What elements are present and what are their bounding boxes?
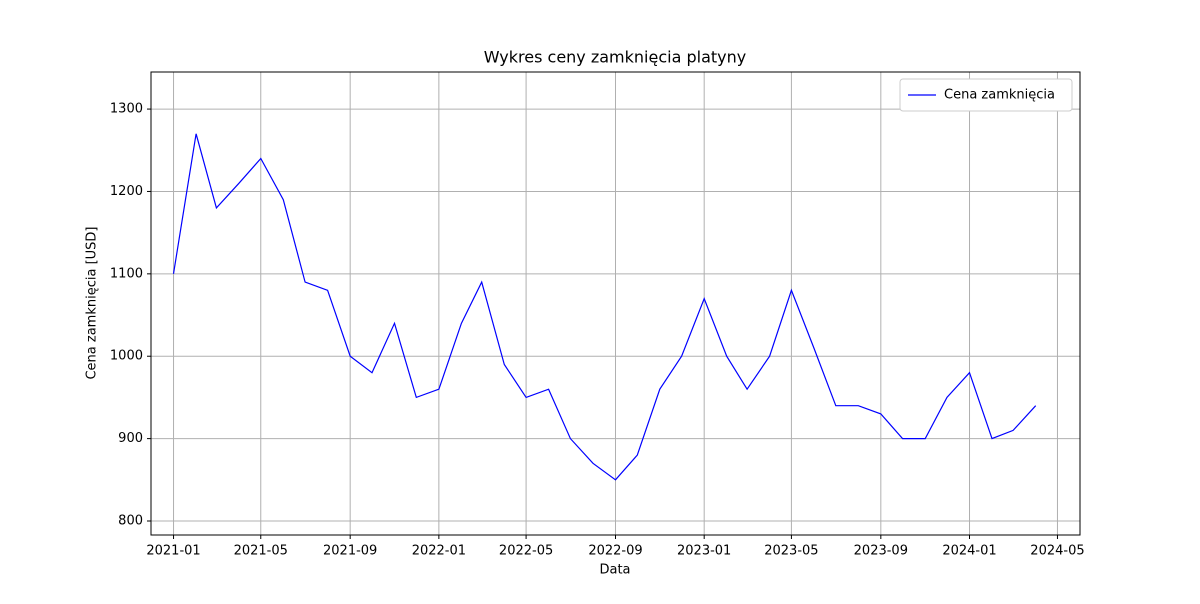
- plot-frame: [150, 71, 1081, 536]
- y-tick-label: 1100: [110, 266, 143, 281]
- legend-box: [899, 78, 1073, 112]
- x-tick-label: 2024-01: [942, 544, 996, 559]
- chart-title: Wykres ceny zamknięcia platyny: [484, 48, 746, 67]
- x-tick-label: 2021-01: [146, 544, 200, 559]
- legend-label: Cena zamknięcia: [944, 88, 1055, 103]
- data-line: [172, 133, 1037, 481]
- x-tick-label: 2022-01: [412, 544, 466, 559]
- y-axis-label: Cena zamknięcia [USD]: [85, 226, 100, 379]
- x-tick-label: 2023-09: [854, 544, 908, 559]
- x-tick-label: 2022-09: [588, 544, 642, 559]
- y-tick-label: 1300: [110, 102, 143, 117]
- y-tick-label: 1000: [110, 349, 143, 364]
- x-tick-label: 2021-05: [234, 544, 288, 559]
- x-tick-label: 2023-05: [764, 544, 818, 559]
- x-tick-label: 2024-05: [1030, 544, 1084, 559]
- y-tick-label: 800: [118, 513, 143, 528]
- y-tick-label: 900: [118, 431, 143, 446]
- x-tick-label: 2022-05: [499, 544, 553, 559]
- x-tick-label: 2023-01: [677, 544, 731, 559]
- x-axis-label: Data: [599, 563, 630, 578]
- x-tick-label: 2021-09: [323, 544, 377, 559]
- y-tick-label: 1200: [110, 184, 143, 199]
